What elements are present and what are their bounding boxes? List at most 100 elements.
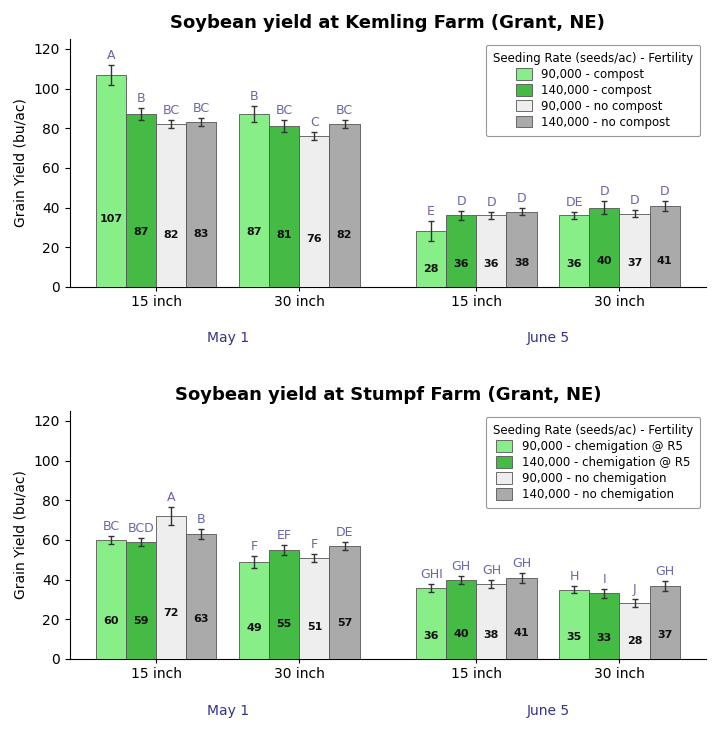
Text: 37: 37: [657, 630, 672, 641]
Bar: [416, 588, 446, 659]
Text: 59: 59: [133, 616, 149, 627]
Text: 41: 41: [514, 628, 529, 638]
Text: 72: 72: [163, 608, 179, 618]
Text: 38: 38: [514, 258, 529, 268]
Text: H: H: [570, 570, 579, 583]
Bar: [477, 583, 506, 659]
Text: 40: 40: [597, 257, 612, 267]
Bar: [619, 603, 649, 659]
Text: 40: 40: [454, 629, 469, 638]
Text: 107: 107: [99, 214, 122, 224]
Text: 28: 28: [627, 636, 642, 647]
Text: DE: DE: [565, 196, 583, 209]
Title: Soybean yield at Kemling Farm (Grant, NE): Soybean yield at Kemling Farm (Grant, NE…: [171, 14, 606, 32]
Text: May 1: May 1: [207, 331, 249, 345]
Bar: [156, 125, 186, 287]
Bar: [559, 589, 590, 659]
Text: B: B: [250, 90, 258, 103]
Text: 55: 55: [276, 619, 292, 629]
Bar: [330, 125, 359, 287]
Text: 87: 87: [246, 226, 262, 237]
Text: 87: 87: [133, 226, 149, 237]
Y-axis label: Grain Yield (bu/ac): Grain Yield (bu/ac): [14, 471, 28, 600]
Text: 35: 35: [567, 632, 582, 641]
Bar: [126, 114, 156, 287]
Bar: [186, 534, 217, 659]
Text: 49: 49: [246, 623, 262, 633]
Text: D: D: [456, 194, 466, 207]
Text: June 5: June 5: [526, 331, 570, 345]
Text: 60: 60: [103, 616, 119, 626]
Text: 82: 82: [337, 230, 352, 240]
Text: EF: EF: [276, 529, 292, 542]
Text: D: D: [630, 194, 639, 207]
Bar: [506, 212, 536, 287]
Bar: [416, 232, 446, 287]
Text: 36: 36: [454, 259, 469, 269]
Text: C: C: [310, 117, 319, 129]
Bar: [269, 550, 300, 659]
Legend: 90,000 - chemigation @ R5, 140,000 - chemigation @ R5, 90,000 - no chemigation, : 90,000 - chemigation @ R5, 140,000 - che…: [486, 417, 701, 508]
Text: 63: 63: [194, 614, 209, 624]
Text: BCD: BCD: [127, 522, 155, 535]
Text: 76: 76: [307, 234, 322, 243]
Bar: [619, 213, 649, 287]
Bar: [330, 546, 359, 659]
Text: 38: 38: [484, 630, 499, 640]
Text: D: D: [517, 191, 526, 205]
Bar: [239, 561, 269, 659]
Text: 82: 82: [163, 230, 179, 240]
Bar: [446, 580, 477, 659]
Text: F: F: [251, 539, 258, 553]
Text: 36: 36: [567, 259, 582, 269]
Bar: [239, 114, 269, 287]
Text: BC: BC: [193, 103, 210, 115]
Bar: [477, 216, 506, 287]
Title: Soybean yield at Stumpf Farm (Grant, NE): Soybean yield at Stumpf Farm (Grant, NE): [174, 386, 601, 404]
Text: BC: BC: [276, 104, 293, 117]
Text: D: D: [600, 185, 609, 198]
Text: 33: 33: [597, 633, 612, 643]
Text: E: E: [427, 205, 435, 218]
Text: GH: GH: [482, 564, 501, 577]
Text: GH: GH: [655, 564, 674, 578]
Text: B: B: [197, 513, 206, 526]
Legend: 90,000 - compost, 140,000 - compost, 90,000 - no compost, 140,000 - no compost: 90,000 - compost, 140,000 - compost, 90,…: [486, 45, 701, 136]
Text: June 5: June 5: [526, 704, 570, 718]
Text: 36: 36: [484, 259, 499, 269]
Bar: [506, 578, 536, 659]
Bar: [300, 558, 330, 659]
Text: A: A: [107, 49, 115, 62]
Text: D: D: [487, 196, 496, 209]
Text: BC: BC: [163, 104, 180, 117]
Text: BC: BC: [336, 104, 353, 117]
Bar: [559, 216, 590, 287]
Bar: [446, 216, 477, 287]
Text: 83: 83: [194, 229, 209, 239]
Bar: [156, 516, 186, 659]
Text: 41: 41: [657, 256, 672, 266]
Bar: [96, 75, 126, 287]
Bar: [649, 205, 680, 287]
Bar: [649, 586, 680, 659]
Text: F: F: [311, 538, 318, 551]
Text: 28: 28: [423, 264, 439, 274]
Text: May 1: May 1: [207, 704, 249, 718]
Text: GH: GH: [512, 556, 531, 570]
Bar: [126, 542, 156, 659]
Text: B: B: [137, 92, 145, 106]
Text: BC: BC: [102, 520, 120, 533]
Text: I: I: [603, 572, 606, 586]
Text: 51: 51: [307, 622, 322, 632]
Bar: [186, 122, 217, 287]
Bar: [590, 207, 619, 287]
Text: GH: GH: [451, 560, 471, 572]
Text: J: J: [633, 583, 636, 597]
Text: 81: 81: [276, 230, 292, 240]
Y-axis label: Grain Yield (bu/ac): Grain Yield (bu/ac): [14, 98, 28, 227]
Text: D: D: [660, 185, 670, 198]
Bar: [96, 540, 126, 659]
Bar: [300, 136, 330, 287]
Bar: [590, 594, 619, 659]
Text: A: A: [167, 491, 176, 504]
